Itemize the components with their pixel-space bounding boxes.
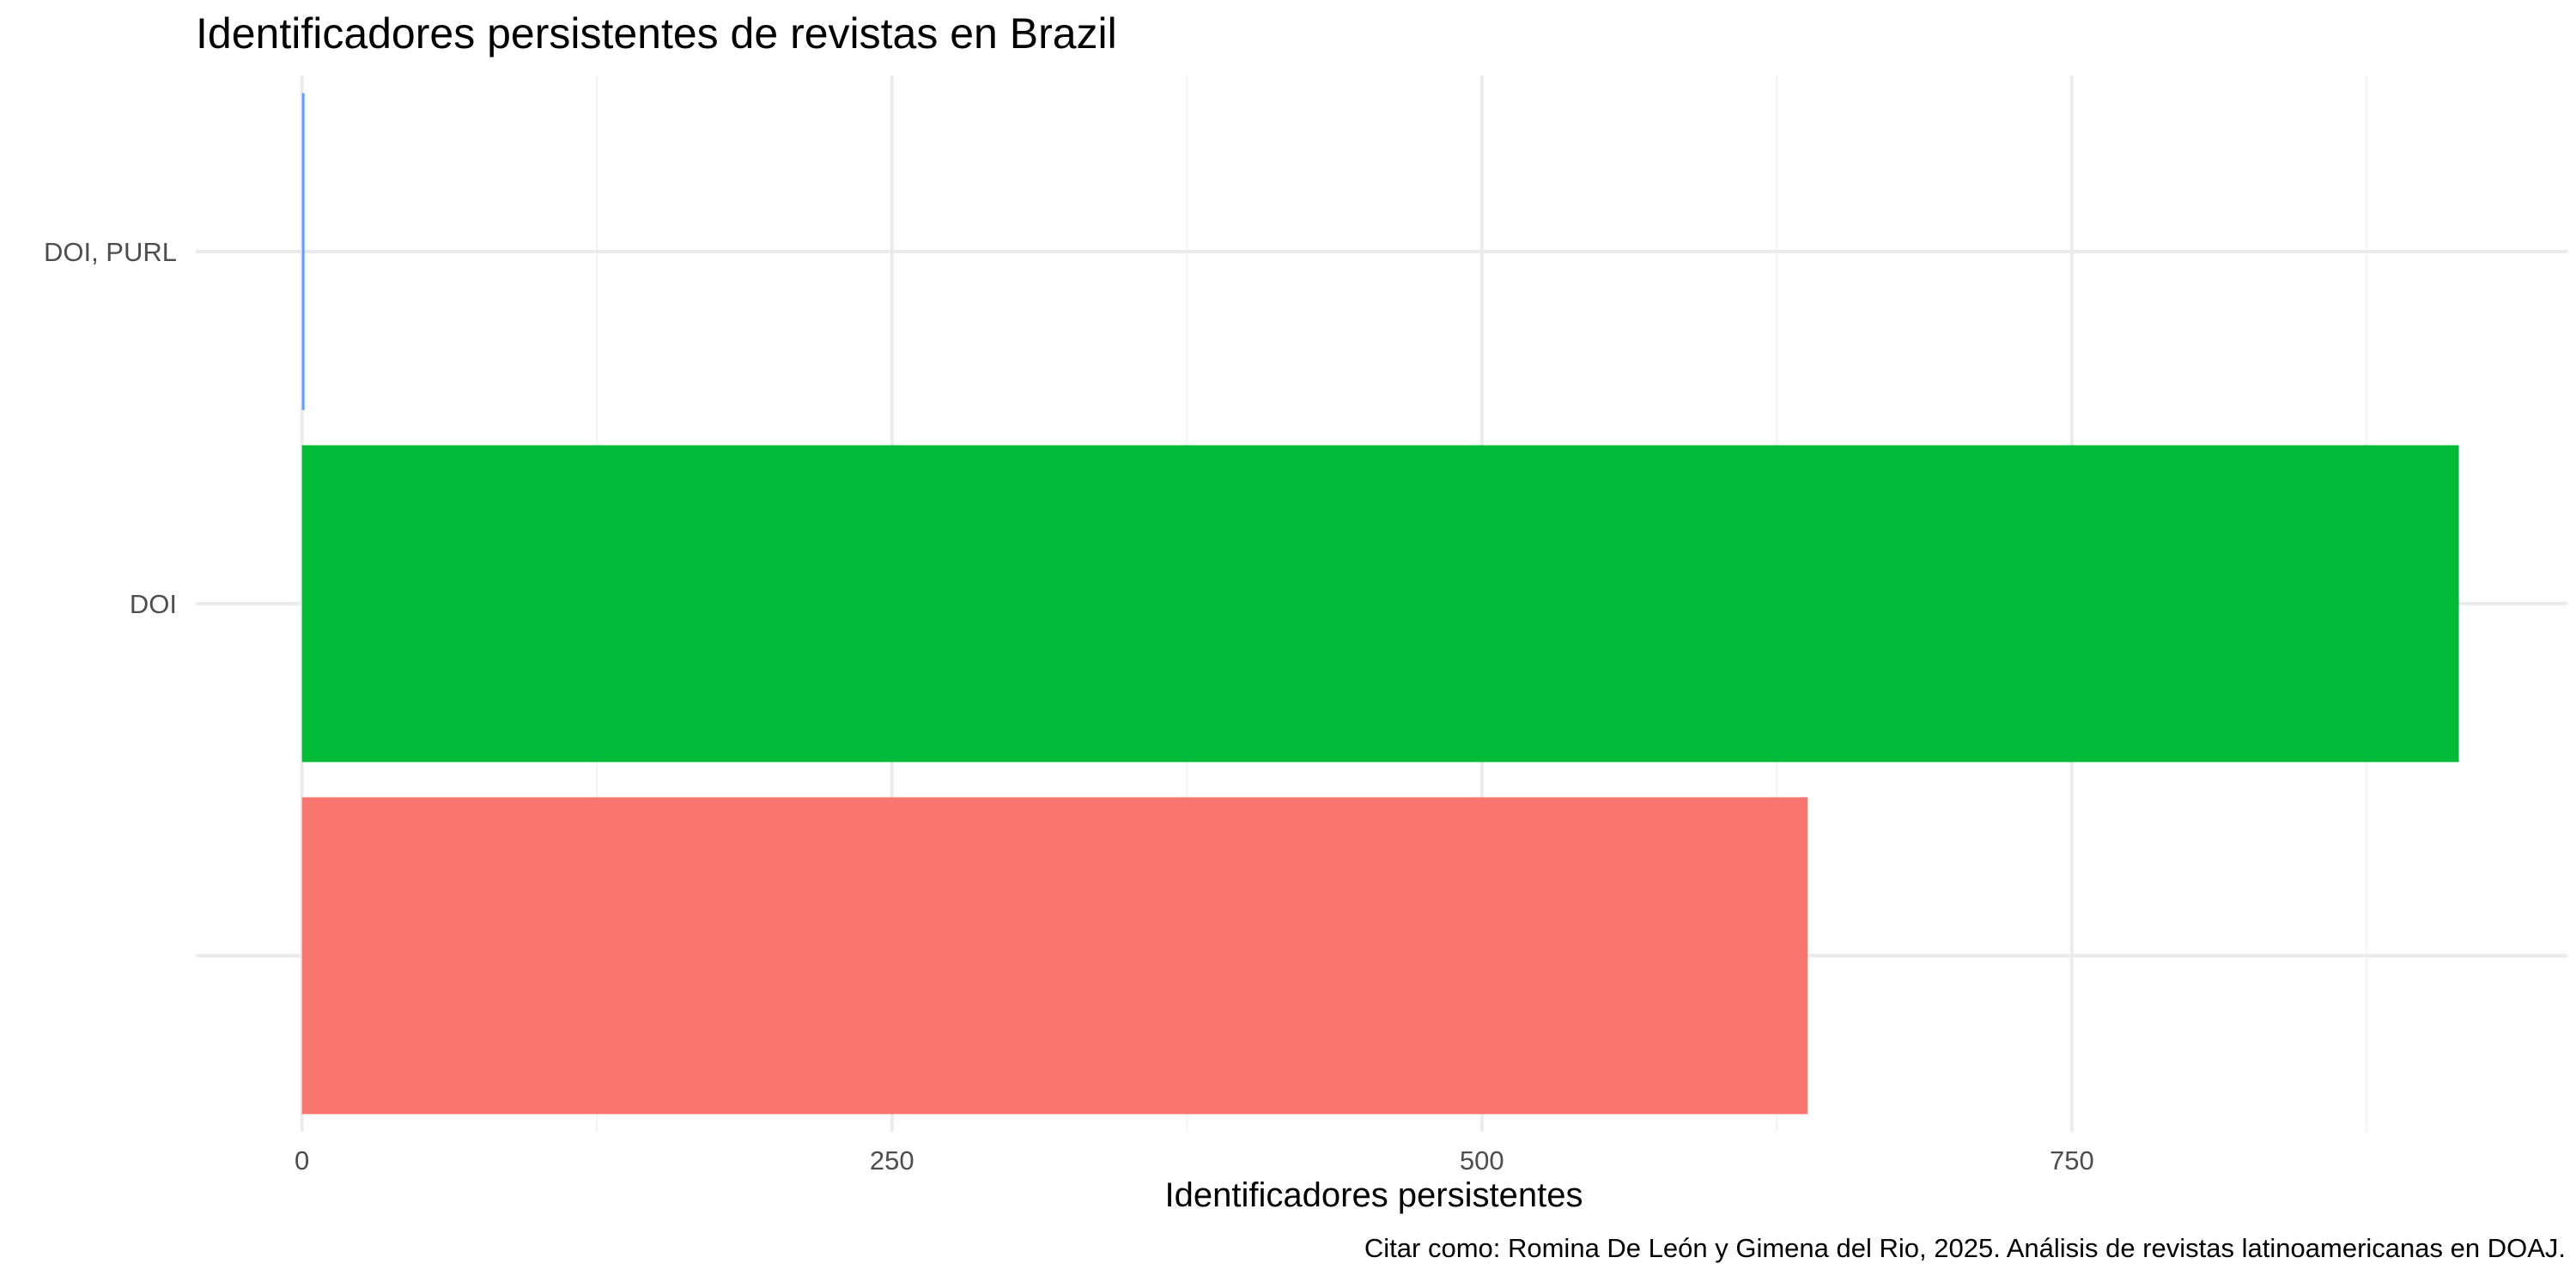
y-tick-label: DOI, PURL (44, 237, 177, 267)
x-tick-label: 750 (2050, 1145, 2094, 1176)
x-tick-label: 250 (870, 1145, 914, 1176)
x-tick-label: 500 (1460, 1145, 1504, 1176)
bar (301, 445, 2459, 762)
bars (301, 93, 2459, 1115)
bar (301, 797, 1808, 1115)
chart-caption: Citar como: Romina De León y Gimena del … (1364, 1233, 2566, 1263)
y-tick-labels: DOI DOI, PURL (44, 237, 177, 619)
bar (301, 93, 305, 410)
x-tick-label: 0 (295, 1145, 309, 1176)
y-tick-label: DOI (130, 589, 177, 619)
x-tick-labels: 0 250 500 750 (295, 1145, 2094, 1176)
chart-title: Identificadores persistentes de revistas… (196, 9, 1117, 58)
